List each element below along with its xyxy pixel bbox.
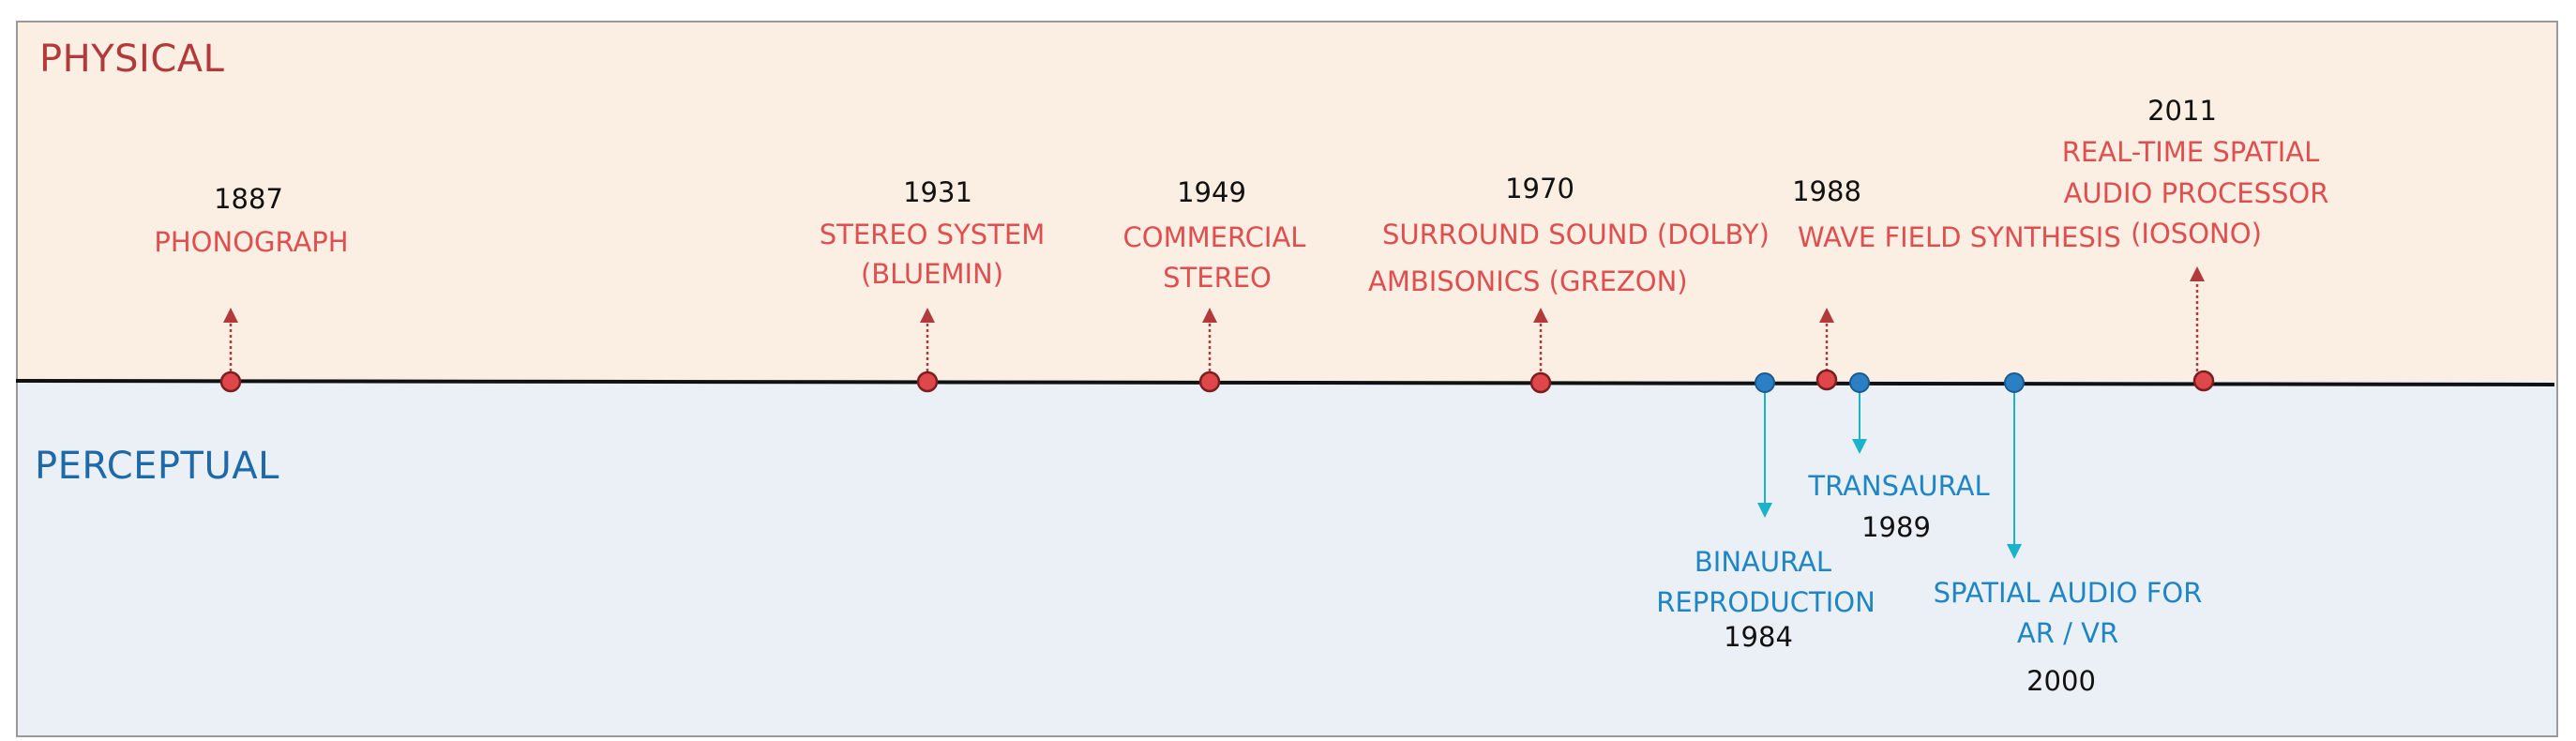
marker-1984 — [1755, 372, 1775, 393]
marker-1949 — [1198, 370, 1221, 393]
event-stereo-system-line1: STEREO SYSTEM — [819, 219, 1046, 250]
event-binaural-line2: REPRODUCTION — [1656, 586, 1876, 618]
event-rt-spatial-line2: AUDIO PROCESSOR — [2063, 177, 2329, 209]
year-1984: 1984 — [1724, 621, 1793, 653]
year-1989: 1989 — [1861, 511, 1931, 543]
event-arvr-line1: SPATIAL AUDIO FOR — [1933, 577, 2203, 609]
perceptual-band — [16, 381, 2558, 737]
year-1970: 1970 — [1505, 173, 1574, 204]
marker-2011 — [2192, 370, 2215, 392]
event-commercial-stereo-line1: COMMERCIAL — [1122, 221, 1306, 253]
event-binaural-line1: BINAURAL — [1694, 546, 1832, 578]
year-1887: 1887 — [214, 183, 283, 215]
event-ambisonics: AMBISONICS (GREZON) — [1368, 265, 1688, 297]
perceptual-label: PERCEPTUAL — [35, 445, 279, 488]
physical-band — [16, 21, 2558, 383]
event-commercial-stereo-line2: STEREO — [1163, 262, 1272, 294]
marker-1988 — [1815, 369, 1838, 391]
marker-1887 — [219, 370, 242, 393]
arrowhead-1988 — [1819, 308, 1834, 323]
arrowhead-1989 — [1852, 439, 1867, 454]
event-phonograph: PHONOGRAPH — [154, 226, 349, 258]
year-2011: 2011 — [2147, 95, 2217, 127]
marker-1970 — [1529, 371, 1552, 394]
arrowhead-2011 — [2190, 266, 2205, 281]
arrowhead-1970 — [1533, 308, 1548, 323]
year-1949: 1949 — [1177, 176, 1246, 208]
timeline-axis — [15, 379, 2555, 386]
event-stereo-system-line2: (BLUEMIN) — [860, 258, 1004, 290]
marker-1931 — [916, 370, 939, 393]
year-1931: 1931 — [903, 176, 972, 208]
event-rt-spatial-line1: REAL-TIME SPATIAL — [2061, 136, 2320, 168]
arrowhead-1887 — [223, 308, 238, 323]
year-1988: 1988 — [1792, 175, 1861, 207]
event-rt-spatial-line3: (IOSONO) — [2131, 218, 2262, 250]
physical-label: PHYSICAL — [39, 38, 225, 81]
arrowhead-1931 — [920, 308, 935, 323]
event-surround-sound: SURROUND SOUND (DOLBY) — [1382, 219, 1770, 250]
arrowhead-1984 — [1757, 503, 1772, 518]
marker-2000 — [2004, 372, 2025, 393]
arrowhead-2000 — [2007, 544, 2022, 559]
arrowhead-1949 — [1202, 308, 1217, 323]
event-transaural: TRANSAURAL — [1808, 470, 1990, 502]
marker-1989 — [1849, 372, 1870, 393]
event-arvr-line2: AR / VR — [2016, 617, 2119, 649]
event-wave-field-synthesis: WAVE FIELD SYNTHESIS — [1798, 221, 2121, 253]
year-2000: 2000 — [2026, 665, 2096, 697]
